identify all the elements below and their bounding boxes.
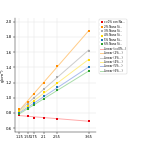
Point <box>88 50 90 52</box>
Point <box>56 89 58 91</box>
Point <box>18 112 21 115</box>
Point <box>88 66 90 69</box>
Point <box>27 108 29 110</box>
Point <box>33 116 35 119</box>
Point <box>88 70 90 72</box>
Point <box>33 102 35 104</box>
Point <box>27 115 29 117</box>
Point <box>43 81 45 84</box>
Point <box>33 103 35 106</box>
Point <box>43 95 45 98</box>
Y-axis label: g/cm²): g/cm²) <box>0 68 4 82</box>
Point <box>33 97 35 99</box>
Point <box>33 93 35 95</box>
Legend: c=0% con Na..., 2% Nano Si..., 3% Nano Si..., 4% Nano Si..., 5% Nano Si..., 6% N: c=0% con Na..., 2% Nano Si..., 3% Nano S… <box>99 19 127 74</box>
Point <box>56 75 58 78</box>
Point <box>56 81 58 84</box>
Point <box>88 59 90 61</box>
Point <box>43 97 45 100</box>
Point <box>33 100 35 102</box>
Point <box>56 65 58 67</box>
Point <box>18 108 21 110</box>
Point <box>27 100 29 103</box>
Point <box>43 117 45 120</box>
Point <box>56 118 58 120</box>
Point <box>27 105 29 107</box>
Point <box>88 30 90 32</box>
Point <box>43 91 45 94</box>
Point <box>18 110 21 112</box>
Point <box>18 112 21 114</box>
Point <box>27 106 29 109</box>
Point <box>88 119 90 122</box>
Point <box>27 103 29 105</box>
Point <box>56 86 58 88</box>
Point <box>43 87 45 90</box>
Point <box>18 113 21 116</box>
Point <box>18 110 21 113</box>
